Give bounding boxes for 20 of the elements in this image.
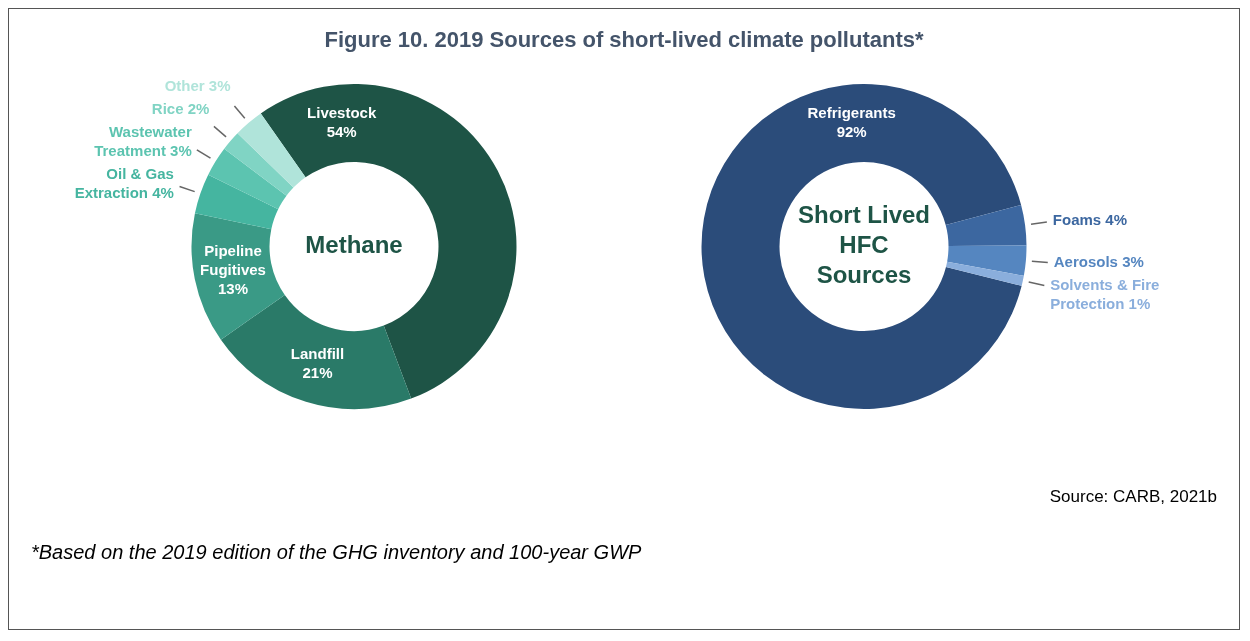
text: Figure 10. 2019 Sources of short-lived climate pollutants*: [323, 27, 925, 53]
text: *Based on the 2019 edition of the GHG inventory and 100-year GWP: [31, 541, 642, 564]
data-label: 21%: [302, 364, 333, 382]
slice-label: Pipeline Fugitives: [200, 242, 266, 279]
source-note: Source: CARB, 2021b: [1049, 487, 1217, 507]
data-label: 92%: [836, 123, 867, 141]
slice-label: Wastewater Treatment 3%: [94, 123, 192, 160]
slice-label: Other 3%: [164, 77, 231, 95]
data-label: 54%: [326, 123, 357, 141]
slice-label: Oil & Gas Extraction 4%: [74, 165, 174, 202]
slice-label: Landfill: [290, 345, 345, 363]
slice-label: Solvents & Fire Protection 1%: [1050, 276, 1160, 313]
data-label: 13%: [218, 280, 249, 298]
slice-label: Livestock: [307, 104, 377, 122]
slice-label: Rice 2%: [151, 100, 210, 118]
slice-label: Aerosols 3%: [1053, 253, 1144, 271]
text: Short Lived HFC Sources: [797, 201, 931, 289]
slice-label: Foams 4%: [1052, 211, 1128, 229]
slice-label: Refrigerants: [807, 104, 896, 122]
text: Methane: [305, 231, 403, 259]
